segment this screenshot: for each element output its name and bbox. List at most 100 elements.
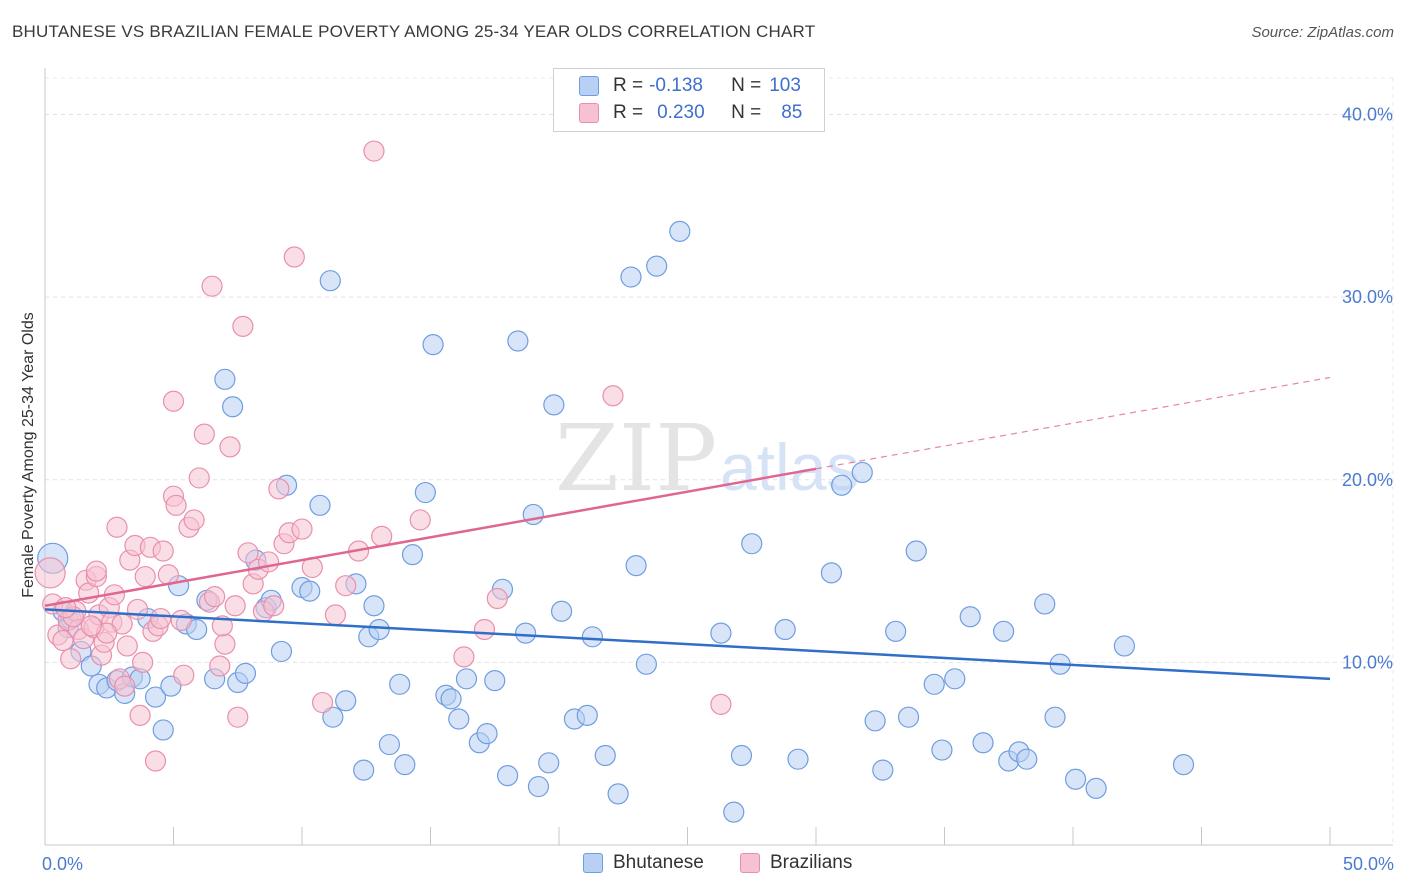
data-point <box>538 752 560 774</box>
data-point <box>581 626 604 648</box>
trend-line-brazilians <box>44 467 817 607</box>
data-point <box>219 436 241 458</box>
data-point <box>923 673 945 695</box>
data-point <box>710 622 732 644</box>
stats-legend: R = -0.138 N = 103 R = 0.230 N = 85 <box>553 68 825 132</box>
data-point <box>864 710 886 732</box>
data-point <box>150 607 172 630</box>
data-point <box>872 759 894 781</box>
data-point <box>774 618 796 641</box>
data-point <box>152 719 174 741</box>
y-tick-labels: 10.0% 20.0% 30.0% 40.0% <box>1342 105 1393 673</box>
legend-label-bhutanese: Bhutanese <box>613 852 704 873</box>
data-point <box>211 615 233 637</box>
y-tick-label: 20.0% <box>1342 470 1393 490</box>
data-point <box>234 662 257 684</box>
data-point <box>787 748 809 770</box>
chart-title: BHUTANESE VS BRAZILIAN FEMALE POVERTY AM… <box>12 22 816 41</box>
data-point <box>527 775 550 798</box>
data-point <box>476 723 498 745</box>
data-point <box>363 140 385 162</box>
data-point <box>193 423 215 445</box>
r-value: 0.230 <box>657 102 705 123</box>
data-point <box>237 542 259 564</box>
data-point <box>201 275 223 297</box>
bhutanese-swatch <box>579 76 599 96</box>
n-value: 103 <box>769 75 801 96</box>
data-point <box>227 706 249 728</box>
data-point <box>422 334 444 356</box>
data-point <box>497 765 519 787</box>
data-point <box>455 668 478 690</box>
trend-lines <box>44 376 1331 681</box>
data-point <box>324 604 347 626</box>
axes <box>44 68 1393 846</box>
data-point <box>162 390 185 412</box>
n-label: N = <box>731 75 762 96</box>
data-point <box>550 600 573 622</box>
brazilians-swatch <box>579 103 599 123</box>
data-point <box>944 668 966 690</box>
data-point <box>311 691 334 714</box>
data-point <box>576 704 598 726</box>
data-point <box>394 754 416 776</box>
data-point <box>486 587 508 610</box>
y-tick-label: 30.0% <box>1342 287 1393 307</box>
data-point <box>80 615 102 637</box>
data-point <box>319 270 341 292</box>
data-point <box>620 266 642 288</box>
n-value: 85 <box>781 102 803 123</box>
grid-lines <box>45 77 1394 845</box>
data-point <box>132 651 154 673</box>
r-label: R = <box>613 75 644 96</box>
legend-label-brazilians: Brazilians <box>770 852 853 873</box>
data-point <box>448 708 470 730</box>
data-point <box>186 618 208 641</box>
data-point <box>484 670 506 692</box>
data-point <box>453 646 475 668</box>
data-point <box>214 368 236 390</box>
data-point <box>401 544 424 566</box>
data-point <box>224 595 246 617</box>
data-point <box>134 565 156 588</box>
data-point <box>1016 748 1038 770</box>
data-point <box>116 635 138 657</box>
data-point <box>144 686 167 708</box>
data-point <box>368 618 390 641</box>
data-point <box>1172 754 1195 776</box>
data-point <box>232 315 254 337</box>
data-point <box>106 516 128 538</box>
data-point <box>741 533 763 555</box>
data-point <box>371 525 393 547</box>
data-point <box>473 618 496 641</box>
data-point <box>831 474 853 496</box>
data-point <box>335 690 357 712</box>
data-point <box>270 640 293 663</box>
data-point <box>52 629 74 652</box>
series-bhutanese-points <box>37 220 1195 823</box>
y-axis-label: Female Poverty Among 25-34 Year Olds <box>20 312 37 598</box>
data-point <box>263 595 285 617</box>
y-tick-label: 10.0% <box>1342 652 1393 672</box>
data-point <box>730 744 753 767</box>
data-point <box>931 739 953 761</box>
stats-row-bhutanese: R = -0.138 N = 103 <box>554 73 801 99</box>
data-point <box>209 655 231 677</box>
r-value: -0.138 <box>649 75 703 96</box>
data-point <box>635 653 657 675</box>
data-point <box>165 494 187 516</box>
source-label: Source: ZipAtlas.com <box>1251 24 1394 41</box>
data-point <box>669 220 691 242</box>
series-brazilians-points <box>34 140 732 772</box>
data-point <box>1085 777 1107 799</box>
data-point <box>152 540 174 562</box>
trend-line-bhutanese <box>44 608 1331 681</box>
data-point <box>389 673 411 695</box>
data-point <box>291 518 313 540</box>
data-point <box>353 759 375 781</box>
legend-item-brazilians: Brazilians <box>740 852 852 874</box>
x-tick-label-min: 0.0% <box>42 854 83 874</box>
data-point <box>507 330 529 352</box>
data-point <box>514 622 537 644</box>
